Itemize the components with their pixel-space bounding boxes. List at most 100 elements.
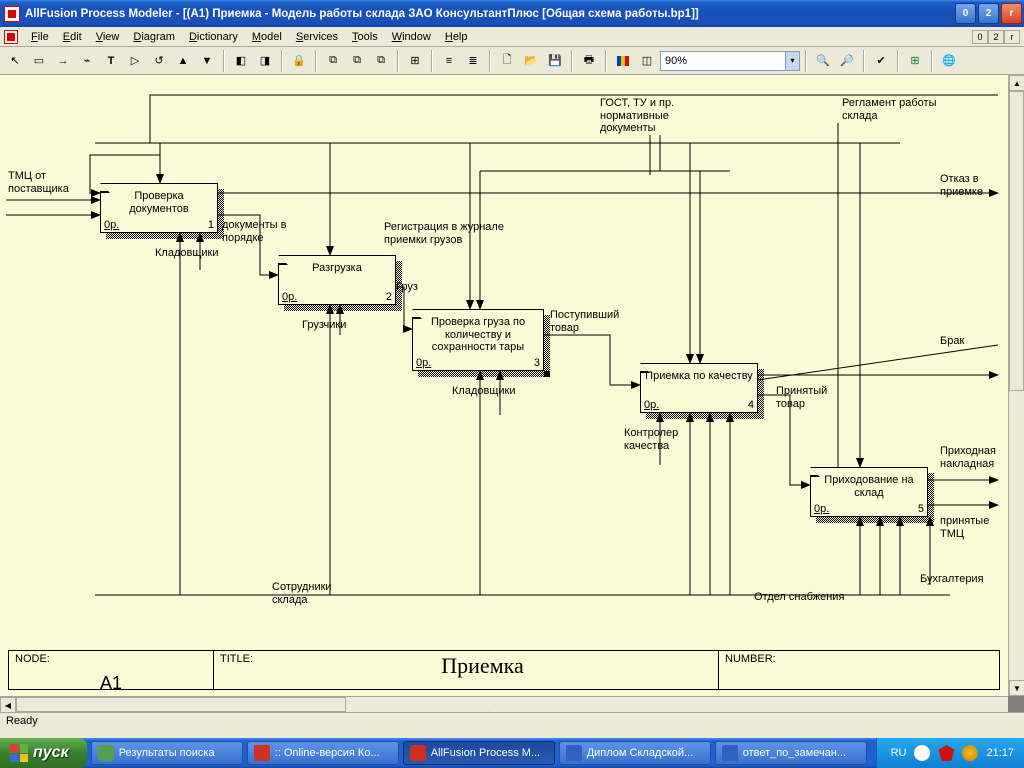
squiggle-tool[interactable]: ⌁ xyxy=(76,50,98,72)
footer-node-label: NODE: xyxy=(15,653,207,665)
label-17: Отдел снабжения xyxy=(754,591,874,604)
menu-edit[interactable]: Edit xyxy=(56,29,89,45)
tray-icon-2[interactable] xyxy=(962,745,978,761)
label-4: Регистрация в журнале приемки грузов xyxy=(384,221,504,246)
mdi-close[interactable]: r xyxy=(1004,30,1020,44)
start-button[interactable]: пуск xyxy=(0,738,87,768)
vertical-scrollbar[interactable]: ▲▼ xyxy=(1008,75,1024,696)
label-10: Принятый товар xyxy=(776,385,856,410)
toolbar: ↖ ▭ → ⌁ T ▷ ↺ ▲ ▼ ◧ ◨ 🔒 ⧉ ⧉ ⧉ ⊞ ≡ ≣ 🗋 📂 … xyxy=(0,47,1024,75)
open-btn[interactable]: 📂 xyxy=(520,50,542,72)
menu-services[interactable]: Services xyxy=(289,29,345,45)
label-5: Груз xyxy=(396,281,456,294)
label-13: Брак xyxy=(940,335,1000,348)
menu-file[interactable]: File xyxy=(24,29,56,45)
zoom-out[interactable]: 🔎 xyxy=(836,50,858,72)
label-9: Контролер качества xyxy=(624,427,714,452)
tbz[interactable]: ◫ xyxy=(636,50,658,72)
arrow-tool[interactable]: → xyxy=(52,50,74,72)
tray-icon-1[interactable] xyxy=(914,745,930,761)
footer-title-value: Приемка xyxy=(253,653,712,687)
lock-tool[interactable]: 🔒 xyxy=(288,50,310,72)
tb5[interactable]: ⧉ xyxy=(370,50,392,72)
mdi-restore[interactable]: 2 xyxy=(988,30,1004,44)
taskbar: пуск Результаты поиска:: Online-версия К… xyxy=(0,738,1024,768)
goto-tool[interactable]: ▷ xyxy=(124,50,146,72)
diagram-canvas[interactable]: NODE: A1 TITLE: Приемка NUMBER: Проверка… xyxy=(0,75,1008,696)
tree-btn[interactable]: ⊞ xyxy=(904,50,926,72)
menubar: FileEditViewDiagramDictionaryModelServic… xyxy=(0,27,1024,47)
label-14: Приходная накладная xyxy=(940,445,1008,470)
zoom-in[interactable]: 🔍 xyxy=(812,50,834,72)
globe-btn[interactable]: 🌐 xyxy=(938,50,960,72)
label-6: Кладовщики xyxy=(452,385,542,398)
system-tray[interactable]: RU 21:17 xyxy=(876,738,1024,768)
node-n5[interactable]: Приходование на склад0р.5 xyxy=(810,467,928,517)
tri-up-tool[interactable]: ▲ xyxy=(172,50,194,72)
tray-icon-antivirus[interactable] xyxy=(938,745,954,761)
diagram-footer: NODE: A1 TITLE: Приемка NUMBER: xyxy=(8,650,1000,690)
titlebar: AllFusion Process Modeler - [(A1) Приемк… xyxy=(0,0,1024,27)
maximize-button[interactable]: 2 xyxy=(978,3,999,24)
label-16: Бухгалтерия xyxy=(920,573,1008,586)
new-btn[interactable]: 🗋 xyxy=(496,50,518,72)
task-item[interactable]: AllFusion Process M... xyxy=(403,741,555,765)
menu-model[interactable]: Model xyxy=(245,29,289,45)
clock[interactable]: 21:17 xyxy=(986,747,1014,759)
task-item[interactable]: Результаты поиска xyxy=(91,741,243,765)
label-18: Сотрудники склада xyxy=(272,581,362,606)
status-text: Ready xyxy=(6,715,38,727)
print-btn[interactable]: 🖶 xyxy=(578,50,600,72)
label-3: Грузчики xyxy=(302,319,382,332)
task-item[interactable]: :: Online-версия Ко... xyxy=(247,741,399,765)
minimize-button[interactable]: 0 xyxy=(955,3,976,24)
tb3[interactable]: ⧉ xyxy=(322,50,344,72)
tb2[interactable]: ◨ xyxy=(254,50,276,72)
task-item[interactable]: ответ_по_замечан... xyxy=(715,741,867,765)
label-1: Кладовщики xyxy=(155,247,245,260)
node-n3[interactable]: Проверка груза по количеству и сохраннос… xyxy=(412,309,544,371)
node-n4[interactable]: Приемка по качеству0р.4 xyxy=(640,363,758,413)
tb4[interactable]: ⧉ xyxy=(346,50,368,72)
app-icon xyxy=(4,6,20,22)
window-title: AllFusion Process Modeler - [(A1) Приемк… xyxy=(25,8,955,20)
box-tool[interactable]: ▭ xyxy=(28,50,50,72)
close-button[interactable]: r xyxy=(1001,3,1022,24)
label-2: документы в порядке xyxy=(222,219,312,244)
tb6[interactable]: ⊞ xyxy=(404,50,426,72)
node-n1[interactable]: Проверка документов0р.1 xyxy=(100,183,218,233)
menu-help[interactable]: Help xyxy=(438,29,475,45)
undo-tool[interactable]: ↺ xyxy=(148,50,170,72)
label-7: Поступивший товар xyxy=(550,309,650,334)
menu-view[interactable]: View xyxy=(89,29,127,45)
tb8[interactable]: ≣ xyxy=(462,50,484,72)
pointer-tool[interactable]: ↖ xyxy=(4,50,26,72)
tri-down-tool[interactable]: ▼ xyxy=(196,50,218,72)
text-tool[interactable]: T xyxy=(100,50,122,72)
save-btn[interactable]: 💾 xyxy=(544,50,566,72)
label-8: ГОСТ, ТУ и пр. нормативные документы xyxy=(600,97,720,135)
label-0: ТМЦ от поставщика xyxy=(8,170,88,195)
spell-btn[interactable]: ✔ xyxy=(870,50,892,72)
lang-indicator[interactable]: RU xyxy=(891,747,907,759)
task-item[interactable]: Диплом Складской... xyxy=(559,741,711,765)
label-12: Отказ в приемке xyxy=(940,173,1000,198)
menu-dictionary[interactable]: Dictionary xyxy=(182,29,245,45)
menu-tools[interactable]: Tools xyxy=(345,29,385,45)
workspace: NODE: A1 TITLE: Приемка NUMBER: Проверка… xyxy=(0,75,1024,712)
mdi-minimize[interactable]: 0 xyxy=(972,30,988,44)
label-15: принятые ТМЦ xyxy=(940,515,1008,540)
footer-number-label: NUMBER: xyxy=(725,653,993,665)
footer-node-value: A1 xyxy=(15,673,207,694)
zoom-combo[interactable]: 90%▾ xyxy=(660,51,800,71)
label-11: Регламент работы склада xyxy=(842,97,962,122)
doc-icon xyxy=(4,30,18,44)
flag-btn[interactable] xyxy=(612,50,634,72)
statusbar: Ready xyxy=(0,712,1024,731)
tb7[interactable]: ≡ xyxy=(438,50,460,72)
node-n2[interactable]: Разгрузка0р.2 xyxy=(278,255,396,305)
menu-diagram[interactable]: Diagram xyxy=(126,29,182,45)
menu-window[interactable]: Window xyxy=(385,29,438,45)
tb1[interactable]: ◧ xyxy=(230,50,252,72)
horizontal-scrollbar[interactable]: ◀▶ xyxy=(0,696,1008,712)
